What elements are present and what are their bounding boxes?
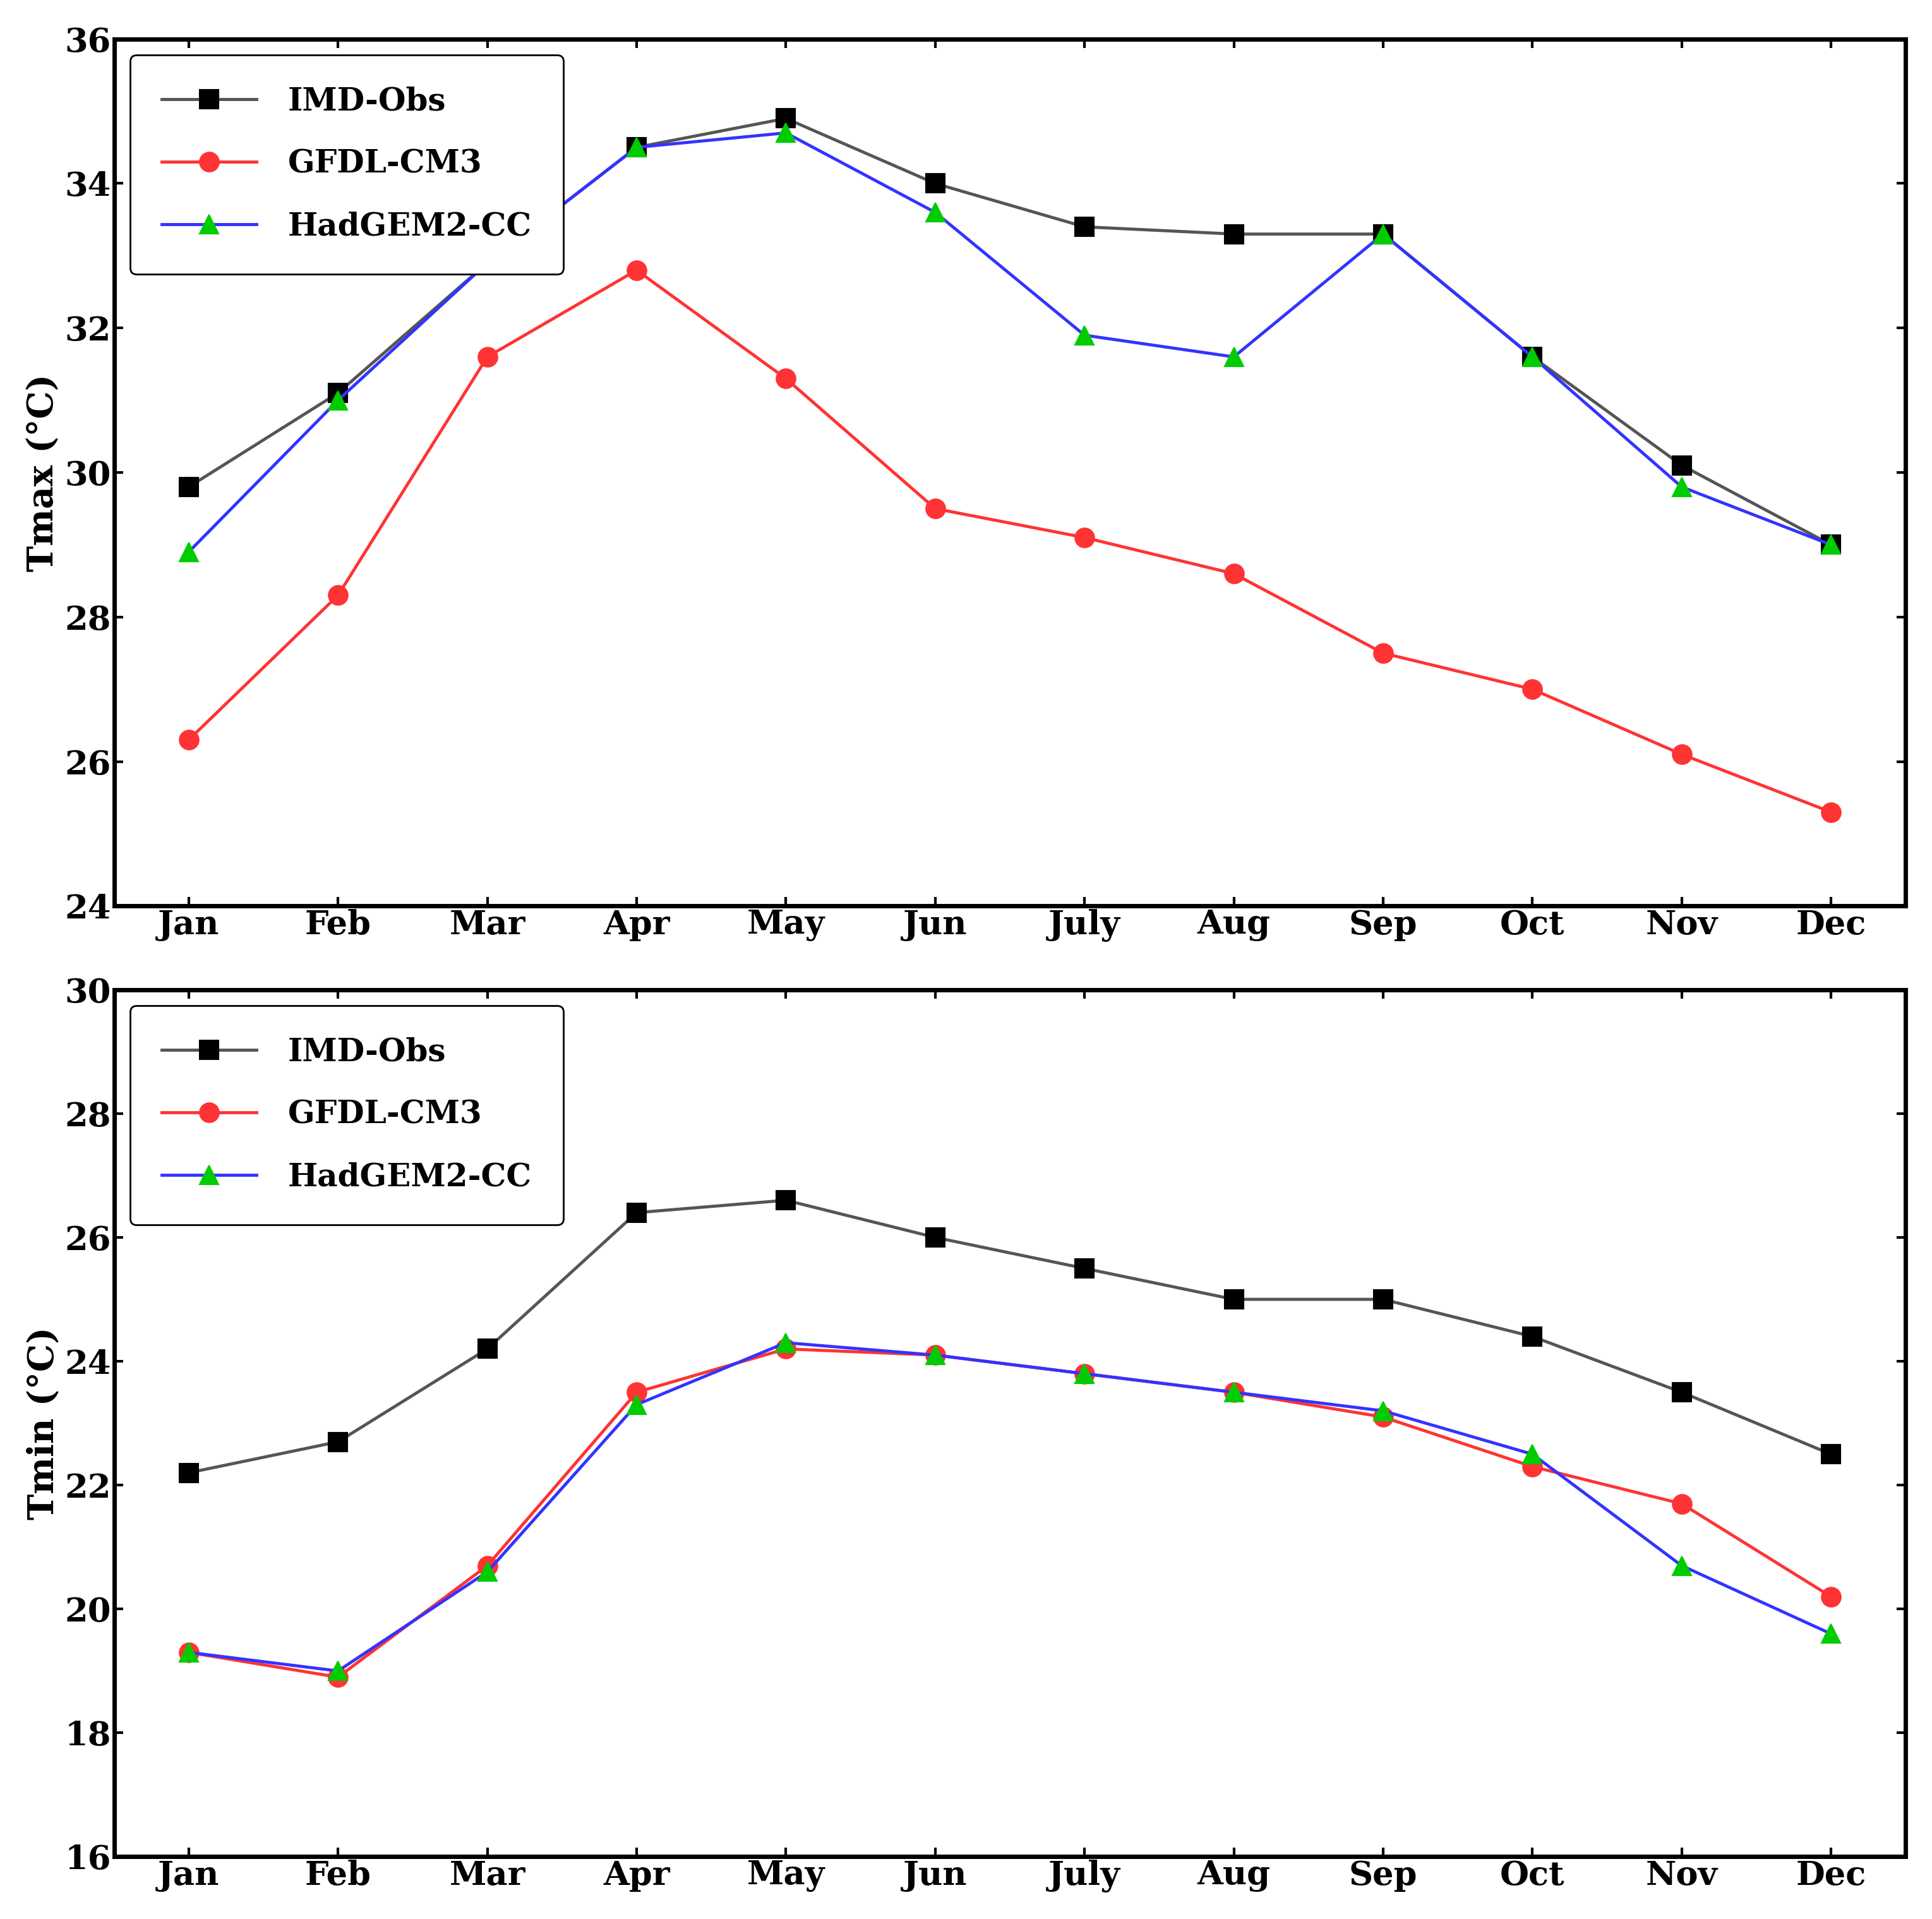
HadGEM2-CC: [923, 201, 947, 225]
GFDL-CM3: [1669, 743, 1692, 766]
GFDL-CM3: [475, 1554, 498, 1577]
GFDL-CM3: [775, 367, 798, 390]
Legend: IMD-Obs, GFDL-CM3, HadGEM2-CC: IMD-Obs, GFDL-CM3, HadGEM2-CC: [129, 56, 564, 274]
HadGEM2-CC: [923, 1343, 947, 1366]
HadGEM2-CC: [1072, 324, 1095, 347]
IMD-Obs: [1223, 1288, 1246, 1311]
IMD-Obs: [1669, 453, 1692, 476]
HadGEM2-CC: [1520, 345, 1544, 368]
Line: HadGEM2-CC: HadGEM2-CC: [180, 123, 1841, 562]
HadGEM2-CC: [1223, 1382, 1246, 1405]
IMD-Obs: [1072, 215, 1095, 238]
GFDL-CM3: [1520, 1455, 1544, 1478]
GFDL-CM3: [327, 1666, 350, 1689]
IMD-Obs: [1520, 345, 1544, 368]
GFDL-CM3: [1072, 526, 1095, 549]
HadGEM2-CC: [327, 1660, 350, 1683]
HadGEM2-CC: [775, 1332, 798, 1355]
Line: GFDL-CM3: GFDL-CM3: [180, 261, 1841, 821]
Y-axis label: Tmin (°C): Tmin (°C): [27, 1326, 62, 1520]
HadGEM2-CC: [626, 136, 649, 159]
HadGEM2-CC: [775, 121, 798, 144]
IMD-Obs: [1372, 223, 1395, 246]
GFDL-CM3: [626, 1382, 649, 1405]
GFDL-CM3: [1223, 562, 1246, 585]
GFDL-CM3: [626, 259, 649, 282]
Line: GFDL-CM3: GFDL-CM3: [180, 1339, 1841, 1687]
HadGEM2-CC: [1372, 223, 1395, 246]
IMD-Obs: [775, 1188, 798, 1211]
GFDL-CM3: [923, 1343, 947, 1366]
HadGEM2-CC: [178, 1641, 201, 1664]
GFDL-CM3: [475, 345, 498, 368]
HadGEM2-CC: [475, 251, 498, 274]
GFDL-CM3: [1820, 1585, 1843, 1608]
IMD-Obs: [1820, 1443, 1843, 1466]
GFDL-CM3: [1820, 800, 1843, 823]
IMD-Obs: [327, 1430, 350, 1453]
IMD-Obs: [626, 136, 649, 159]
HadGEM2-CC: [626, 1393, 649, 1416]
Line: IMD-Obs: IMD-Obs: [180, 1190, 1841, 1481]
GFDL-CM3: [1223, 1382, 1246, 1405]
IMD-Obs: [475, 251, 498, 274]
GFDL-CM3: [1372, 1405, 1395, 1428]
GFDL-CM3: [1372, 641, 1395, 664]
IMD-Obs: [1072, 1257, 1095, 1280]
HadGEM2-CC: [475, 1560, 498, 1583]
HadGEM2-CC: [1820, 533, 1843, 557]
GFDL-CM3: [1520, 677, 1544, 700]
IMD-Obs: [626, 1201, 649, 1224]
GFDL-CM3: [178, 1641, 201, 1664]
HadGEM2-CC: [327, 390, 350, 413]
IMD-Obs: [923, 1226, 947, 1249]
GFDL-CM3: [327, 583, 350, 606]
IMD-Obs: [327, 382, 350, 405]
IMD-Obs: [1372, 1288, 1395, 1311]
GFDL-CM3: [1669, 1493, 1692, 1516]
GFDL-CM3: [178, 729, 201, 752]
IMD-Obs: [1820, 533, 1843, 557]
IMD-Obs: [178, 476, 201, 499]
IMD-Obs: [178, 1460, 201, 1483]
GFDL-CM3: [923, 497, 947, 520]
HadGEM2-CC: [1372, 1399, 1395, 1422]
HadGEM2-CC: [1072, 1362, 1095, 1386]
HadGEM2-CC: [1669, 1554, 1692, 1577]
Y-axis label: Tmax (°C): Tmax (°C): [27, 374, 62, 572]
IMD-Obs: [1223, 223, 1246, 246]
Legend: IMD-Obs, GFDL-CM3, HadGEM2-CC: IMD-Obs, GFDL-CM3, HadGEM2-CC: [129, 1006, 564, 1224]
HadGEM2-CC: [1820, 1622, 1843, 1645]
HadGEM2-CC: [178, 541, 201, 564]
IMD-Obs: [1520, 1324, 1544, 1347]
IMD-Obs: [923, 173, 947, 196]
Line: HadGEM2-CC: HadGEM2-CC: [180, 1334, 1841, 1681]
HadGEM2-CC: [1223, 345, 1246, 368]
IMD-Obs: [1669, 1382, 1692, 1405]
IMD-Obs: [775, 107, 798, 130]
GFDL-CM3: [775, 1338, 798, 1361]
HadGEM2-CC: [1520, 1443, 1544, 1466]
Line: IMD-Obs: IMD-Obs: [180, 109, 1841, 555]
IMD-Obs: [475, 1338, 498, 1361]
HadGEM2-CC: [1669, 476, 1692, 499]
GFDL-CM3: [1072, 1362, 1095, 1386]
